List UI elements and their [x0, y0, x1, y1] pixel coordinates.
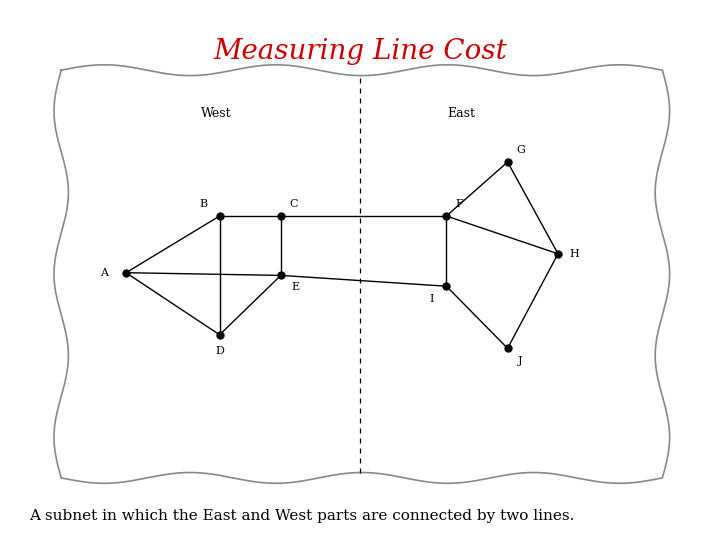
- Text: C: C: [289, 199, 298, 209]
- Text: F: F: [456, 199, 463, 209]
- Text: J: J: [518, 356, 523, 366]
- Text: East: East: [447, 107, 474, 120]
- Text: G: G: [516, 145, 525, 155]
- Text: A: A: [100, 268, 109, 278]
- Text: E: E: [291, 282, 300, 292]
- Text: H: H: [569, 249, 579, 259]
- Text: West: West: [201, 107, 231, 120]
- Text: B: B: [199, 199, 208, 209]
- Text: Measuring Line Cost: Measuring Line Cost: [213, 38, 507, 65]
- Text: A subnet in which the East and West parts are connected by two lines.: A subnet in which the East and West part…: [29, 509, 574, 523]
- Text: D: D: [215, 346, 224, 356]
- Text: I: I: [430, 294, 434, 304]
